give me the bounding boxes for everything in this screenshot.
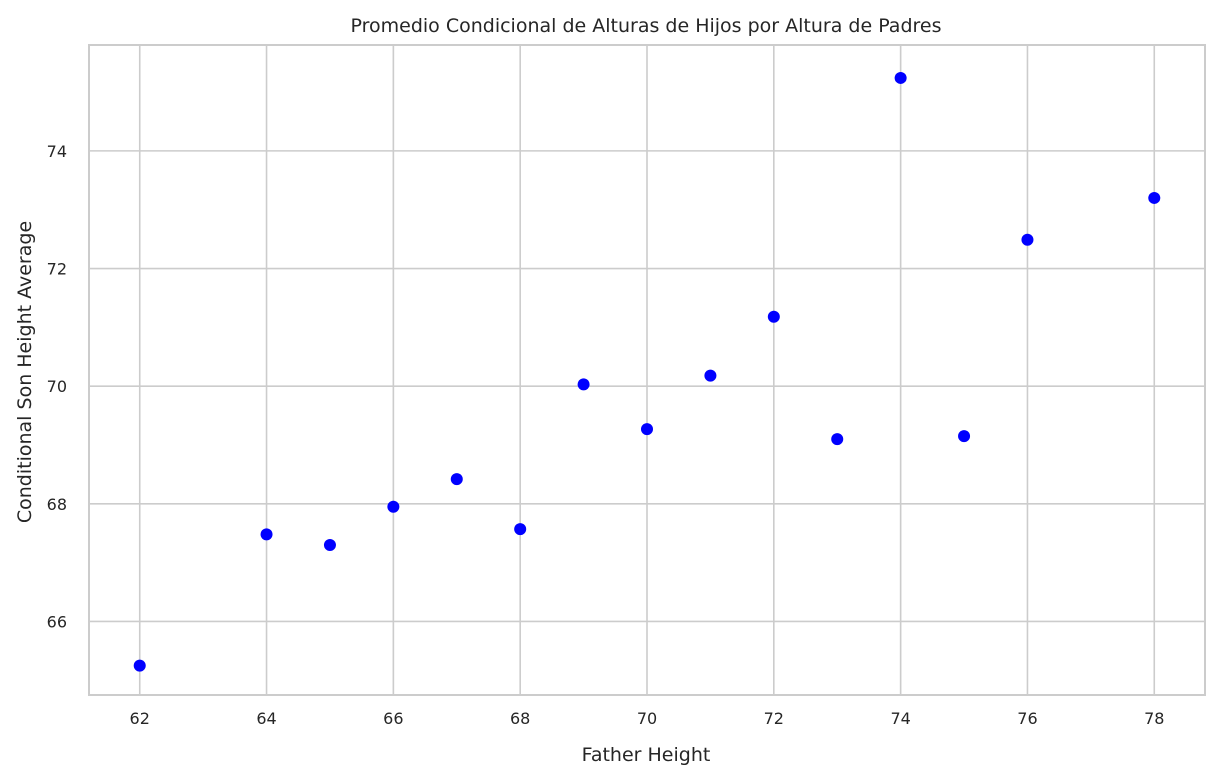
data-point [450,473,463,486]
data-point [1021,233,1034,246]
data-point [641,423,653,436]
data-point [323,539,336,551]
data-point [577,378,590,391]
plot-frame [88,44,1206,696]
data-point [894,71,907,84]
data-point [133,659,146,672]
x-tick-label: 70 [637,709,657,728]
x-tick-label: 78 [1144,709,1164,728]
y-tick-label: 68 [47,495,67,514]
data-point [704,369,717,382]
x-tick-label: 74 [890,709,910,728]
x-tick-label: 66 [383,709,403,728]
x-tick-labels: 62 64 66 68 70 72 74 76 78 [130,709,1165,728]
data-point [514,523,527,536]
data-point [387,500,400,513]
x-tick-label: 62 [130,709,150,728]
x-tick-label: 76 [1017,709,1037,728]
chart-title: Promedio Condicional de Alturas de Hijos… [351,15,942,37]
data-point [1148,191,1161,204]
data-points [133,71,1161,672]
x-axis-label: Father Height [582,744,711,766]
x-tick-label: 64 [256,709,276,728]
y-tick-label: 70 [47,377,67,396]
y-axis-label: Conditional Son Height Average [14,221,36,523]
data-point [958,430,971,443]
data-point [260,528,273,541]
y-tick-label: 74 [47,142,67,161]
y-tick-label: 66 [47,612,67,631]
y-gridlines [89,150,1205,623]
x-gridlines [138,45,1156,695]
x-tick-label: 68 [510,709,530,728]
x-tick-label: 72 [764,709,784,728]
y-tick-labels: 66 68 70 72 74 [47,142,67,632]
y-tick-label: 72 [47,260,67,279]
data-point [831,433,844,446]
data-point [767,310,780,323]
